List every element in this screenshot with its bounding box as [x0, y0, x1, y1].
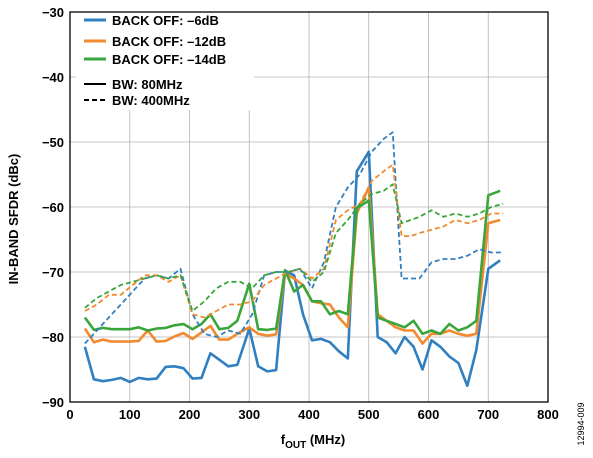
legend-background: [76, 13, 254, 110]
legend-label-bw-80mhz: BW: 80MHz: [112, 77, 183, 92]
series-line-back-off-6db-bw-400mhz: [84, 131, 504, 345]
legend: BACK OFF: –6dB BACK OFF: –12dB BACK OFF:…: [84, 13, 226, 108]
legend-label-bw-400mhz: BW: 400MHz: [112, 93, 190, 108]
y-tick-label: −30: [42, 5, 64, 20]
series-line-back-off-12db-bw-80mhz: [83, 186, 501, 345]
x-axis-title-unit: (MHz): [306, 432, 345, 447]
y-tick-label: −50: [42, 135, 64, 150]
y-tick-label: −40: [42, 70, 64, 85]
series-line-back-off-14db-bw-80mhz: [83, 189, 501, 336]
x-tick-label: 300: [238, 407, 260, 422]
y-tick-label: −70: [42, 265, 64, 280]
x-tick-labels: 0 100 200 300 400 500 600 700 800: [66, 407, 558, 422]
series-line-back-off-14db-bw-400mhz: [84, 183, 504, 312]
y-tick-label: −80: [42, 330, 64, 345]
x-axis-title: fOUT (MHz): [281, 432, 345, 451]
legend-label-backoff-6db: BACK OFF: –6dB: [112, 13, 219, 28]
x-axis-title-main: f: [281, 432, 286, 447]
x-tick-label: 400: [298, 407, 320, 422]
x-tick-label: 500: [358, 407, 380, 422]
x-tick-label: 700: [477, 407, 499, 422]
y-tick-label: −90: [42, 395, 64, 410]
x-tick-label: 100: [119, 407, 141, 422]
x-axis-title-subscript: OUT: [285, 440, 306, 451]
x-tick-label: 600: [418, 407, 440, 422]
plot-frame: [69, 11, 549, 403]
legend-label-backoff-12db: BACK OFF: –12dB: [112, 34, 226, 49]
y-tick-label: −60: [42, 200, 64, 215]
y-axis-title: IN-BAND SFDR (dBc): [6, 154, 21, 285]
x-tick-label: 800: [537, 407, 559, 422]
x-tick-label: 200: [179, 407, 201, 422]
x-tick-label: 0: [66, 407, 73, 422]
y-tick-labels: −30 −40 −50 −60 −70 −80 −90: [42, 5, 64, 410]
series-line-back-off-12db-bw-400mhz: [84, 163, 504, 319]
series-lines: [83, 131, 504, 388]
series-line-back-off-6db-bw-80mhz: [83, 150, 501, 388]
legend-label-backoff-14db: BACK OFF: –14dB: [112, 52, 226, 67]
figure-id: 12994-009: [576, 402, 586, 445]
